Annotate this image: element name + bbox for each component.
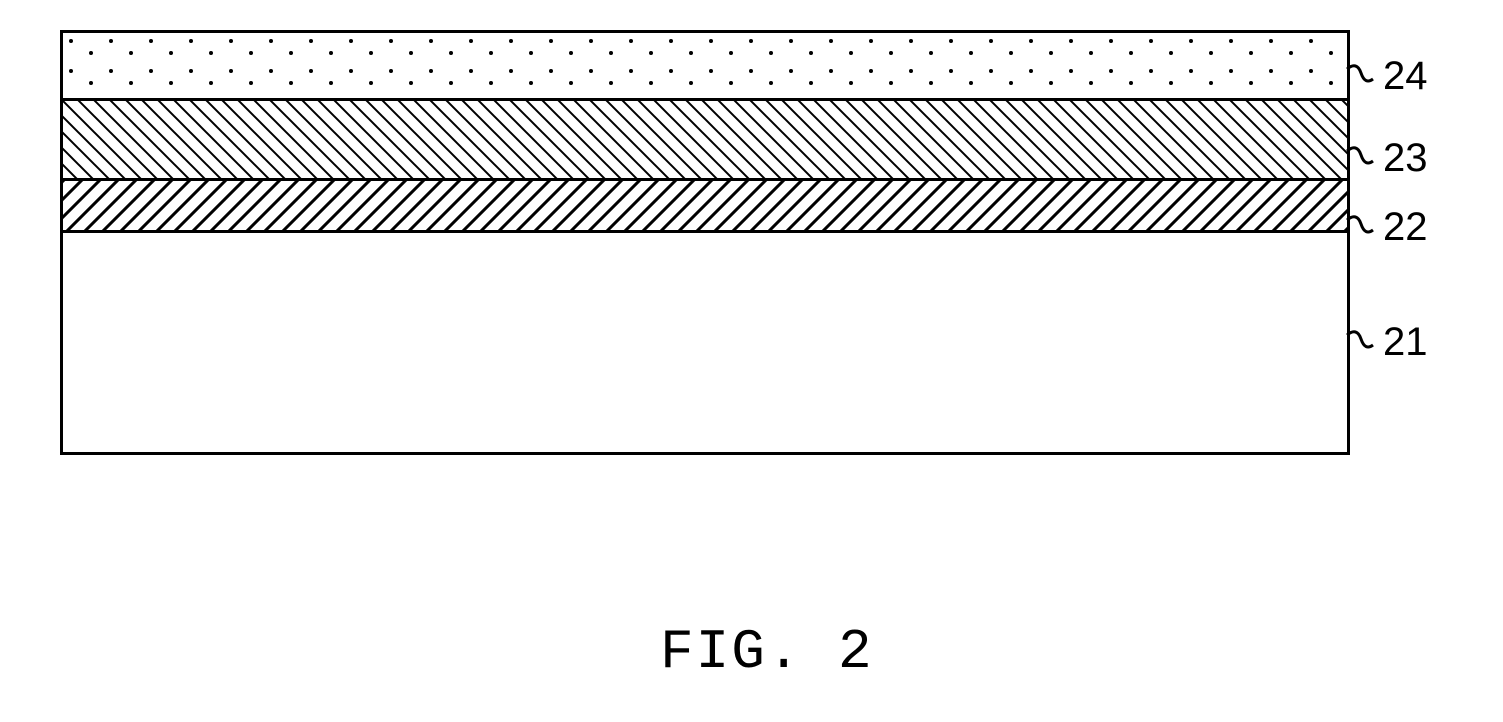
layer-22 xyxy=(60,178,1350,230)
label-22-container: 22 xyxy=(1345,205,1428,250)
label-23: 23 xyxy=(1383,136,1428,181)
layer-23 xyxy=(60,98,1350,178)
layer-21 xyxy=(60,230,1350,455)
figure-container: 24 23 22 21 xyxy=(60,30,1350,455)
leader-line-icon xyxy=(1345,57,1375,97)
leader-line-icon xyxy=(1345,139,1375,179)
figure-caption: FIG. 2 xyxy=(660,620,874,684)
label-23-container: 23 xyxy=(1345,136,1428,181)
label-22: 22 xyxy=(1383,205,1428,250)
layer-stack xyxy=(60,30,1350,455)
leader-line-icon xyxy=(1345,323,1375,363)
layer-24 xyxy=(60,30,1350,98)
label-24-container: 24 xyxy=(1345,54,1428,99)
pattern-backslash-icon xyxy=(63,101,1347,178)
label-21: 21 xyxy=(1383,320,1428,365)
label-24: 24 xyxy=(1383,54,1428,99)
pattern-forwardslash-icon xyxy=(63,181,1347,230)
leader-line-icon xyxy=(1345,208,1375,248)
label-21-container: 21 xyxy=(1345,320,1428,365)
pattern-dots-icon xyxy=(63,33,1347,98)
